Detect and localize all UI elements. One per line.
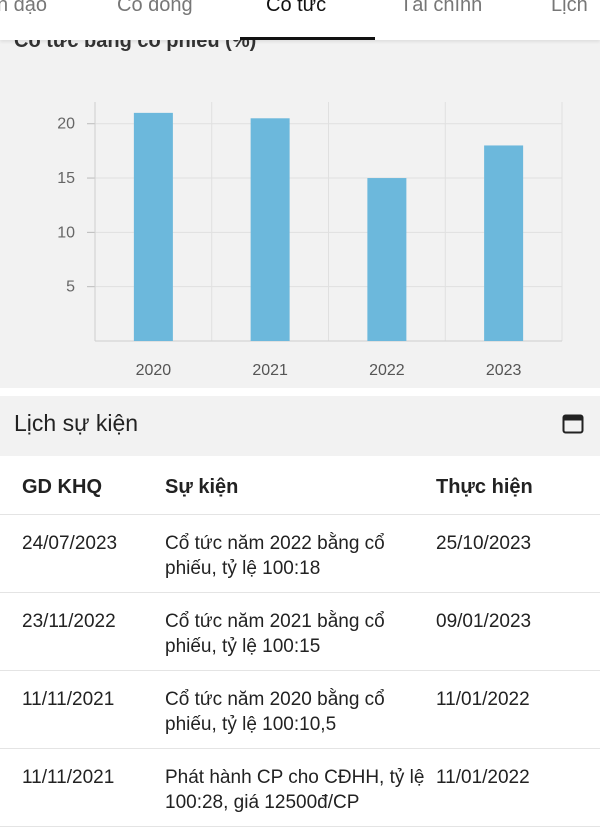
ex-date-cell: 11/11/2021 xyxy=(22,767,115,788)
execution-date-cell: 25/10/2023 xyxy=(436,533,532,554)
column-header-event: Sự kiện xyxy=(165,476,239,498)
tab-calendar[interactable]: Lịch xyxy=(551,0,588,16)
event-cell: Cổ tức năm 2020 bằng cổ phiếu, tỷ lệ 100… xyxy=(165,689,385,735)
table-header: GD KHQ Sự kiện Thực hiện xyxy=(0,456,600,515)
table-row[interactable]: 23/11/2022 Cổ tức năm 2021 bằng cổ phiếu… xyxy=(0,593,600,671)
bar xyxy=(484,145,524,341)
event-cell: Cổ tức năm 2022 bằng cổ phiếu, tỷ lệ 100… xyxy=(165,533,385,579)
y-tick-label: 20 xyxy=(57,116,75,133)
tab-bar: n đạo Cổ đông Cổ tức Tài chính Lịch xyxy=(0,0,600,40)
x-tick-label: 2022 xyxy=(369,362,405,379)
x-tick-label: 2021 xyxy=(252,362,288,379)
table-row[interactable]: 24/07/2023 Cổ tức năm 2022 bằng cổ phiếu… xyxy=(0,515,600,593)
event-cell: Cổ tức năm 2021 bằng cổ phiếu, tỷ lệ 100… xyxy=(165,611,385,657)
execution-date-cell: 11/01/2022 xyxy=(436,767,530,788)
y-tick-label: 10 xyxy=(57,224,75,241)
ex-date-cell: 24/07/2023 xyxy=(22,533,118,554)
bar xyxy=(367,178,407,341)
y-tick-label: 15 xyxy=(57,170,75,187)
x-tick-label: 2020 xyxy=(136,362,172,379)
events-title: Lịch sự kiện xyxy=(14,410,139,436)
tab-leadership[interactable]: n đạo xyxy=(0,0,48,16)
bar xyxy=(133,112,173,341)
execution-date-cell: 11/01/2022 xyxy=(436,689,530,710)
execution-date-cell: 09/01/2023 xyxy=(436,611,532,632)
active-tab-indicator xyxy=(240,37,375,40)
column-header-execution-date: Thực hiện xyxy=(436,476,533,498)
x-tick-label: 2023 xyxy=(486,362,522,379)
event-cell: Phát hành CP cho CĐHH, tỷ lệ 100:28, giá… xyxy=(165,767,425,813)
tab-dividends[interactable]: Cổ tức xyxy=(266,0,327,16)
events-header: Lịch sự kiện xyxy=(0,396,600,456)
tab-finance[interactable]: Tài chính xyxy=(400,0,483,16)
column-header-ex-date: GD KHQ xyxy=(22,476,102,498)
ex-date-cell: 23/11/2022 xyxy=(22,611,116,632)
table-row[interactable]: 11/11/2021 Phát hành CP cho CĐHH, tỷ lệ … xyxy=(0,749,600,827)
events-table: GD KHQ Sự kiện Thực hiện 24/07/2023 Cổ t… xyxy=(0,456,600,827)
dividend-bar-chart: 20 15 10 5 2020 2021 2022 2023 xyxy=(57,102,563,379)
calendar-icon[interactable] xyxy=(562,413,584,434)
y-tick-label: 5 xyxy=(66,279,75,296)
ex-date-cell: 11/11/2021 xyxy=(22,689,115,710)
table-row[interactable]: 11/11/2021 Cổ tức năm 2020 bằng cổ phiếu… xyxy=(0,671,600,749)
tab-shareholders[interactable]: Cổ đông xyxy=(117,0,193,16)
chart-title: Cổ tức bằng cổ phiếu (%) xyxy=(14,40,257,52)
dividend-chart-panel: Cổ tức bằng cổ phiếu (%) 20 15 10 5 2020 2021… xyxy=(0,40,600,388)
bar xyxy=(250,118,290,341)
